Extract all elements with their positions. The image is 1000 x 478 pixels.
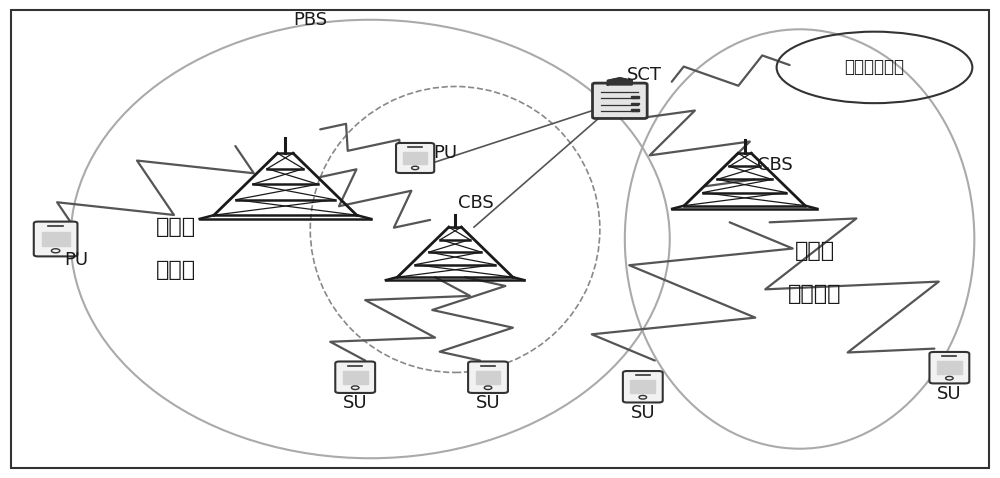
Text: 频段区域: 频段区域 [788, 284, 841, 304]
Text: SCT: SCT [627, 65, 662, 84]
Text: 授权频: 授权频 [155, 217, 196, 237]
FancyBboxPatch shape [929, 352, 969, 383]
FancyBboxPatch shape [335, 361, 375, 393]
Text: CBS: CBS [757, 156, 792, 174]
Bar [476, 370, 500, 384]
Text: 其他认知网络: 其他认知网络 [844, 58, 904, 76]
Bar [631, 96, 639, 98]
FancyBboxPatch shape [468, 361, 508, 393]
Text: 段区域: 段区域 [155, 260, 196, 280]
FancyBboxPatch shape [623, 371, 663, 402]
FancyBboxPatch shape [592, 83, 647, 119]
Text: SU: SU [343, 394, 368, 413]
Bar [343, 370, 368, 384]
Bar [631, 103, 639, 104]
Text: PBS: PBS [293, 11, 327, 29]
FancyBboxPatch shape [396, 143, 434, 173]
Polygon shape [608, 78, 632, 85]
Bar [42, 231, 70, 247]
FancyBboxPatch shape [34, 222, 77, 256]
Bar [403, 152, 427, 164]
Text: SU: SU [476, 394, 500, 413]
Text: CBS: CBS [458, 194, 494, 212]
Bar [630, 380, 655, 393]
Text: PU: PU [65, 251, 89, 270]
Text: SU: SU [937, 385, 962, 403]
Text: SU: SU [630, 404, 655, 422]
Bar [631, 109, 639, 111]
Text: 非授权: 非授权 [794, 241, 835, 261]
Text: PU: PU [433, 144, 457, 162]
Bar [937, 361, 962, 374]
